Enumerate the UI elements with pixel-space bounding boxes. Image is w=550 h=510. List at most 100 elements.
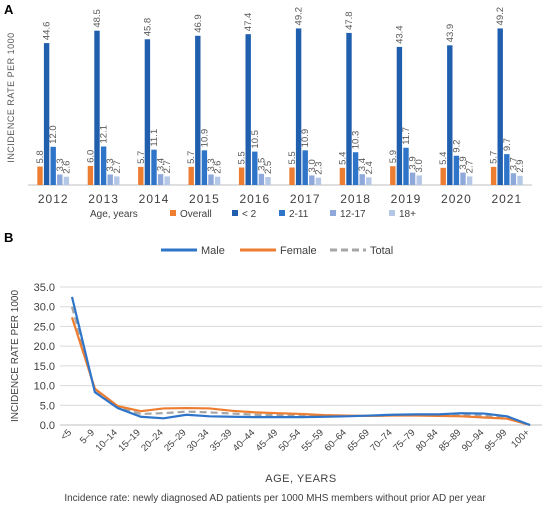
- x-axis-title-b: AGE, YEARS: [265, 473, 336, 485]
- x-tick-label-20: 95–99: [483, 427, 509, 453]
- y-tick-label-5: 25.0: [34, 321, 55, 333]
- bar-18-2013: [114, 176, 120, 185]
- bar-overall-2012: [37, 166, 43, 185]
- legend-swatch-2-11: [279, 210, 285, 216]
- y-tick-label-3: 15.0: [34, 361, 55, 373]
- bar-2-2019: [396, 46, 403, 185]
- legend-swatch-2: [232, 210, 238, 216]
- data-label-overall-2021: 5.7: [489, 151, 500, 164]
- data-label-2-11-2013: 12.1: [99, 125, 110, 144]
- data-label-12-17-2021: 3.7: [508, 157, 519, 170]
- data-label-2-11-2020: 9.2: [451, 140, 462, 153]
- bar-12-17-2018: [359, 174, 365, 185]
- x-tick-label-3: 10–14: [93, 427, 119, 453]
- x-tick-label-2016: 2016: [239, 192, 270, 206]
- x-tick-label-2014: 2014: [139, 192, 170, 206]
- bar-18-2012: [63, 176, 70, 185]
- bar-overall-2016: [238, 167, 245, 185]
- x-tick-label-18: 85–89: [437, 427, 463, 453]
- data-label-2-2014: 45.8: [142, 18, 153, 37]
- bar-12-17-2020: [460, 172, 466, 185]
- bar-2-2016: [245, 34, 251, 186]
- bar-2-2020: [447, 45, 453, 185]
- data-label-2-2013: 48.5: [92, 9, 103, 28]
- panel-label-b: B: [4, 230, 13, 245]
- bar-18-2014: [164, 176, 170, 185]
- data-label-12-17-2015: 3.3: [206, 158, 217, 171]
- data-label-18-2021: 2.9: [515, 160, 526, 173]
- bar-overall-2019: [390, 166, 396, 185]
- y-tick-label-1: 5.0: [40, 400, 55, 412]
- x-tick-label-19: 90–94: [460, 427, 486, 453]
- x-tick-label-8: 35–39: [208, 427, 234, 453]
- bar-12-17-2012: [57, 174, 63, 185]
- bar-2-11-2020: [453, 155, 460, 185]
- data-label-2-11-2021: 9.7: [502, 138, 513, 151]
- data-label-overall-2015: 5.7: [186, 151, 197, 164]
- data-label-overall-2013: 6.0: [85, 150, 96, 163]
- bar-18-2020: [466, 176, 473, 185]
- bar-overall-2013: [87, 165, 94, 185]
- data-label-2-11-2015: 10.9: [199, 129, 210, 148]
- x-tick-label-7: 30–34: [185, 427, 211, 453]
- bar-2-2018: [346, 32, 352, 185]
- data-label-18-2018: 2.4: [364, 161, 375, 174]
- bar-2-11-2015: [201, 150, 208, 185]
- data-label-18-2020: 2.7: [465, 160, 476, 173]
- y-tick-label-0: 0.0: [40, 420, 55, 432]
- bar-2-11-2014: [151, 149, 157, 185]
- bar-2-11-2018: [352, 152, 359, 185]
- bar-2-11-2012: [50, 146, 56, 185]
- bar-12-17-2013: [107, 174, 113, 185]
- bar-overall-2014: [138, 166, 144, 185]
- data-label-2-11-2014: 11.1: [149, 129, 160, 147]
- footnote: Incidence rate: newly diagnosed AD patie…: [64, 493, 486, 504]
- y-tick-label-7: 35.0: [34, 282, 55, 294]
- data-label-12-17-2014: 3.4: [156, 158, 167, 171]
- data-label-overall-2017: 5.5: [287, 151, 298, 164]
- legend-label-2-11: 2-11: [289, 209, 309, 220]
- data-label-18-2013: 2.7: [112, 160, 123, 173]
- legend-label-18: 18+: [399, 209, 416, 220]
- bar-18-2021: [517, 175, 523, 185]
- bar-overall-2015: [188, 166, 194, 185]
- data-label-overall-2018: 5.4: [337, 152, 348, 165]
- data-label-2-11-2018: 10.3: [351, 131, 362, 150]
- x-tick-label-2017: 2017: [290, 192, 321, 206]
- bar-overall-2017: [289, 167, 295, 185]
- bar-overall-2021: [490, 166, 497, 185]
- data-label-overall-2016: 5.5: [237, 151, 248, 164]
- data-label-2-2012: 44.6: [42, 22, 53, 41]
- x-tick-label-14: 65–69: [345, 427, 371, 453]
- x-tick-label-12: 55–59: [300, 427, 326, 453]
- bar-12-17-2019: [409, 172, 416, 185]
- bar-2-2013: [94, 30, 100, 186]
- legend-swatch-18: [389, 210, 395, 216]
- data-label-2-2019: 43.4: [394, 25, 405, 44]
- bar-2-11-2019: [403, 147, 409, 185]
- data-label-2-11-2019: 11.7: [401, 127, 412, 145]
- x-tick-label-11: 50–54: [277, 427, 303, 453]
- legend-label-12-17: 12-17: [340, 209, 366, 220]
- legend-swatch-overall: [170, 210, 176, 216]
- bar-2-11-2016: [252, 151, 258, 185]
- x-tick-label-2020: 2020: [441, 192, 472, 206]
- bar-2-11-2017: [302, 150, 308, 185]
- y-tick-label-6: 30.0: [34, 302, 55, 314]
- y-tick-label-4: 20.0: [34, 341, 55, 353]
- bar-2-2012: [43, 43, 50, 186]
- x-tick-label-2015: 2015: [189, 192, 220, 206]
- bar-18-2017: [315, 177, 322, 185]
- y-tick-label-2: 10.0: [34, 381, 55, 393]
- data-label-12-17-2020: 3.9: [458, 156, 469, 169]
- bar-2-11-2021: [504, 154, 510, 185]
- panel-label-a: A: [4, 2, 14, 17]
- data-label-overall-2019: 5.9: [388, 150, 399, 163]
- bar-18-2016: [265, 177, 271, 185]
- line-female: [70, 317, 531, 427]
- x-tick-label-1: <5: [59, 427, 74, 442]
- data-label-18-2012: 2.6: [61, 161, 72, 174]
- bar-18-2018: [366, 177, 372, 185]
- x-tick-label-10: 45–49: [254, 427, 280, 453]
